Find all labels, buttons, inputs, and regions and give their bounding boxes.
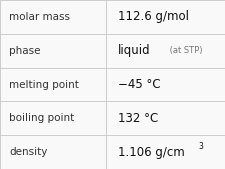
- Text: 132 °C: 132 °C: [117, 112, 157, 125]
- Text: density: density: [9, 147, 47, 157]
- Text: melting point: melting point: [9, 79, 79, 90]
- Text: 112.6 g/mol: 112.6 g/mol: [117, 10, 188, 23]
- Text: −45 °C: −45 °C: [117, 78, 160, 91]
- Text: liquid: liquid: [117, 44, 149, 57]
- Text: (at STP): (at STP): [166, 46, 202, 55]
- Text: 3: 3: [198, 141, 203, 151]
- Text: molar mass: molar mass: [9, 12, 70, 22]
- Text: boiling point: boiling point: [9, 113, 74, 123]
- Text: 1.106 g/cm: 1.106 g/cm: [117, 146, 183, 159]
- Text: phase: phase: [9, 46, 40, 56]
